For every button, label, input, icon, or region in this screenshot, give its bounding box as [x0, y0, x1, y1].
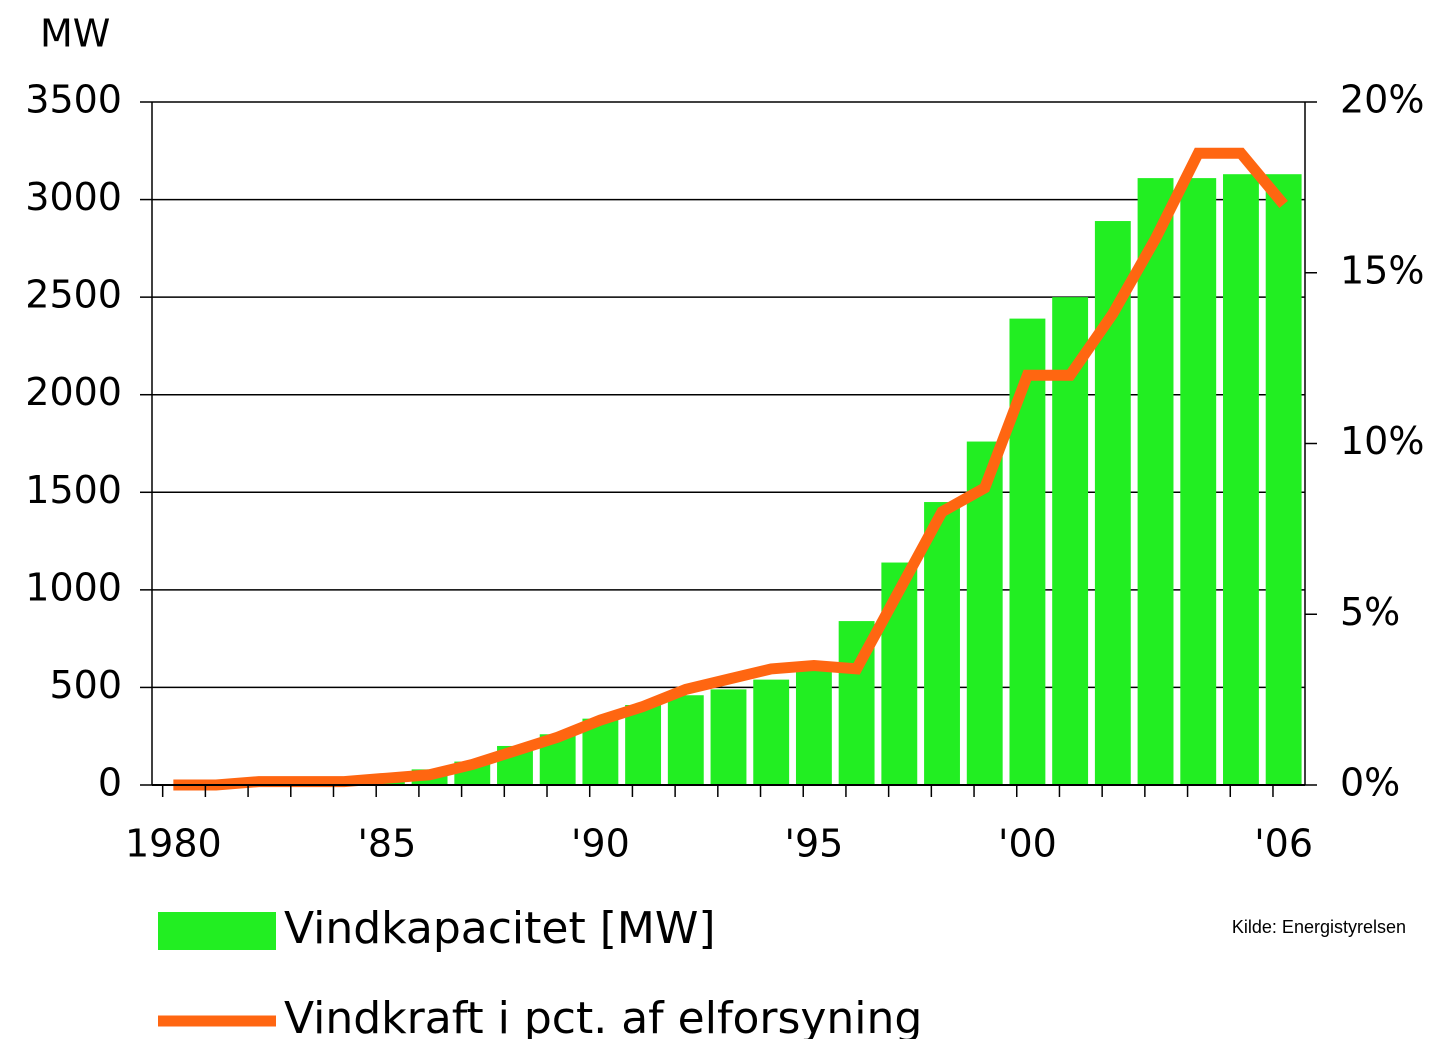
y2-tick-label: 5%: [1340, 590, 1400, 634]
legend-label: Vindkraft i pct. af elforsyning: [284, 993, 922, 1039]
bar: [667, 695, 704, 785]
y-tick-label: 0: [98, 761, 122, 805]
y-tick-label: 2000: [25, 370, 122, 414]
bar: [1265, 174, 1302, 785]
bar: [710, 689, 747, 785]
y-tick-label: 1500: [25, 468, 122, 512]
bar: [1223, 174, 1259, 785]
y2-tick-label: 15%: [1340, 248, 1424, 292]
bar: [1137, 178, 1174, 785]
y2-tick-label: 10%: [1340, 419, 1424, 463]
source-note: Kilde: Energistyrelsen: [1232, 917, 1406, 937]
legend-swatch: [158, 912, 276, 950]
bar: [625, 704, 662, 785]
y-tick-label: 500: [49, 663, 122, 707]
x-tick-label: '85: [357, 822, 416, 866]
bar: [924, 502, 960, 785]
bar: [795, 665, 832, 785]
y-tick-label: 3500: [25, 78, 122, 122]
y-tick-label: 3000: [25, 175, 122, 219]
y2-tick-label: 0%: [1340, 761, 1400, 805]
x-tick-label: 1980: [125, 822, 222, 866]
bar: [1180, 178, 1217, 785]
x-tick-label: '90: [571, 822, 630, 866]
legend-label: Vindkapacitet [MW]: [284, 903, 716, 954]
y-tick-label: 1000: [25, 565, 122, 609]
bar: [753, 679, 790, 785]
y-tick-label: 2500: [25, 273, 122, 317]
y-axis-label: MW: [40, 12, 110, 56]
x-tick-label: '00: [998, 822, 1057, 866]
x-tick-label: '06: [1254, 822, 1313, 866]
y2-tick-label: 20%: [1340, 78, 1424, 122]
line: [173, 147, 1288, 791]
x-tick-label: '95: [785, 822, 844, 866]
